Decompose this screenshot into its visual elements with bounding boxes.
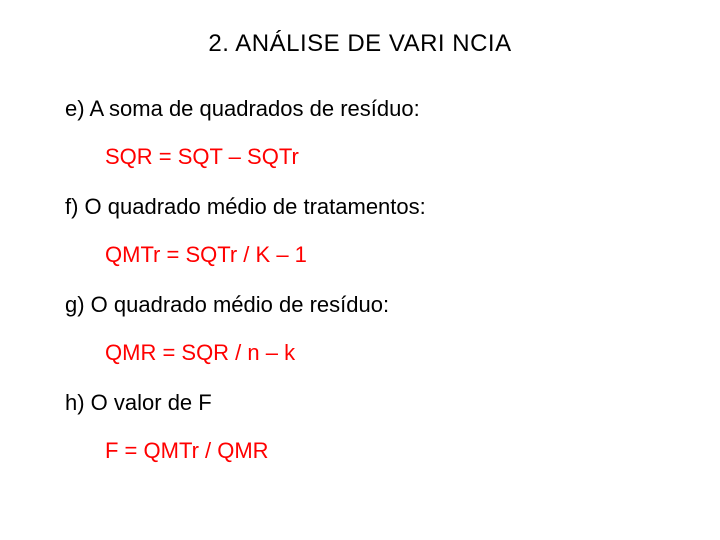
formula: QMTr = SQTr / K – 1	[105, 242, 655, 268]
item-label: g) O quadrado médio de resíduo:	[65, 292, 655, 318]
formula: F = QMTr / QMR	[105, 438, 655, 464]
formula: SQR = SQT – SQTr	[105, 144, 655, 170]
item-label: e) A soma de quadrados de resíduo:	[65, 96, 655, 122]
formula: QMR = SQR / n – k	[105, 340, 655, 366]
item-label: h) O valor de F	[65, 390, 655, 416]
slide-title: 2. ANÁLISE DE VARI NCIA	[65, 30, 655, 58]
item-label: f) O quadrado médio de tratamentos:	[65, 194, 655, 220]
